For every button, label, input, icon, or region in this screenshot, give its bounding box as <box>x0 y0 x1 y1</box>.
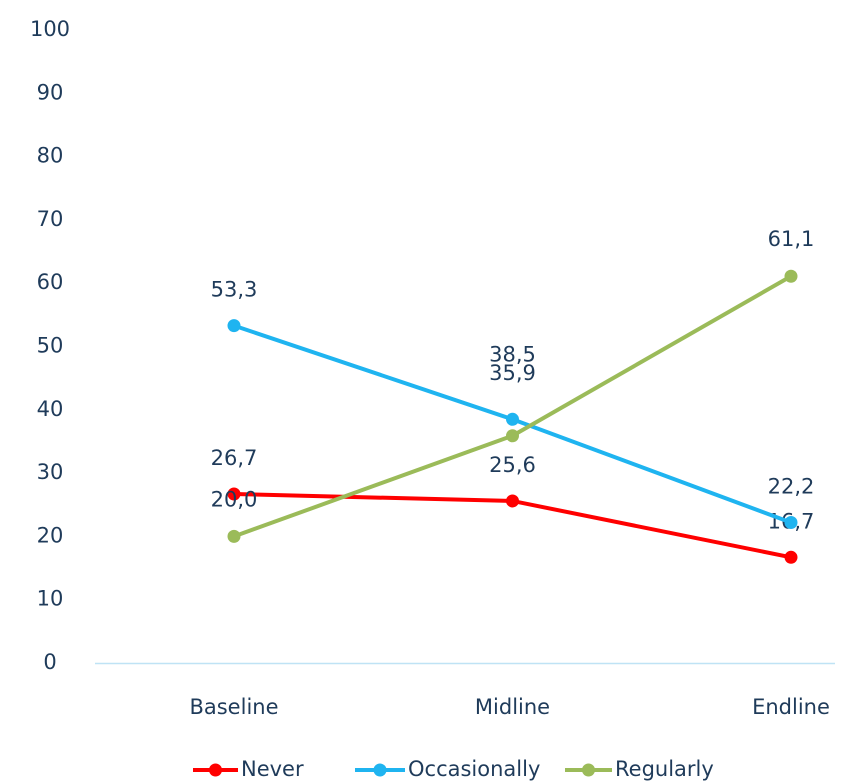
point <box>784 550 798 564</box>
y-tick-label: 50 <box>37 334 64 358</box>
data-label: 61,1 <box>768 227 815 251</box>
data-label: 22,2 <box>768 474 815 498</box>
data-label: 35,9 <box>489 361 536 385</box>
point <box>784 269 798 283</box>
y-tick-label: 100 <box>30 17 70 41</box>
y-tick-label: 40 <box>37 397 64 421</box>
y-tick-label: 20 <box>37 523 64 547</box>
point <box>227 487 241 501</box>
y-tick-label: 90 <box>37 80 64 104</box>
point <box>506 494 519 508</box>
legend-marker <box>209 763 222 777</box>
data-label: 53,3 <box>211 278 258 302</box>
y-tick-label: 60 <box>37 270 64 294</box>
data-label: 26,7 <box>211 446 258 470</box>
legend-marker <box>373 763 387 777</box>
x-tick-label: Endline <box>752 695 830 719</box>
point <box>227 529 241 543</box>
y-tick-label: 10 <box>37 587 64 611</box>
point <box>506 412 519 426</box>
legend-marker <box>582 763 595 777</box>
legend-label: Regularly <box>615 757 714 781</box>
legend-label: Occasionally <box>408 757 540 781</box>
data-label: 38,5 <box>489 342 536 366</box>
point <box>784 515 798 529</box>
point <box>227 319 241 333</box>
x-tick-label: Midline <box>475 695 550 719</box>
x-tick-label: Baseline <box>189 695 278 719</box>
point <box>506 429 519 443</box>
data-label: 25,6 <box>489 453 536 477</box>
legend-label: Never <box>241 757 304 781</box>
y-tick-label: 30 <box>37 460 64 484</box>
y-tick-label: 80 <box>37 144 64 168</box>
y-tick-label: 70 <box>37 207 64 231</box>
data-label: 20,0 <box>211 487 258 511</box>
y-tick-label: 0 <box>43 650 56 674</box>
